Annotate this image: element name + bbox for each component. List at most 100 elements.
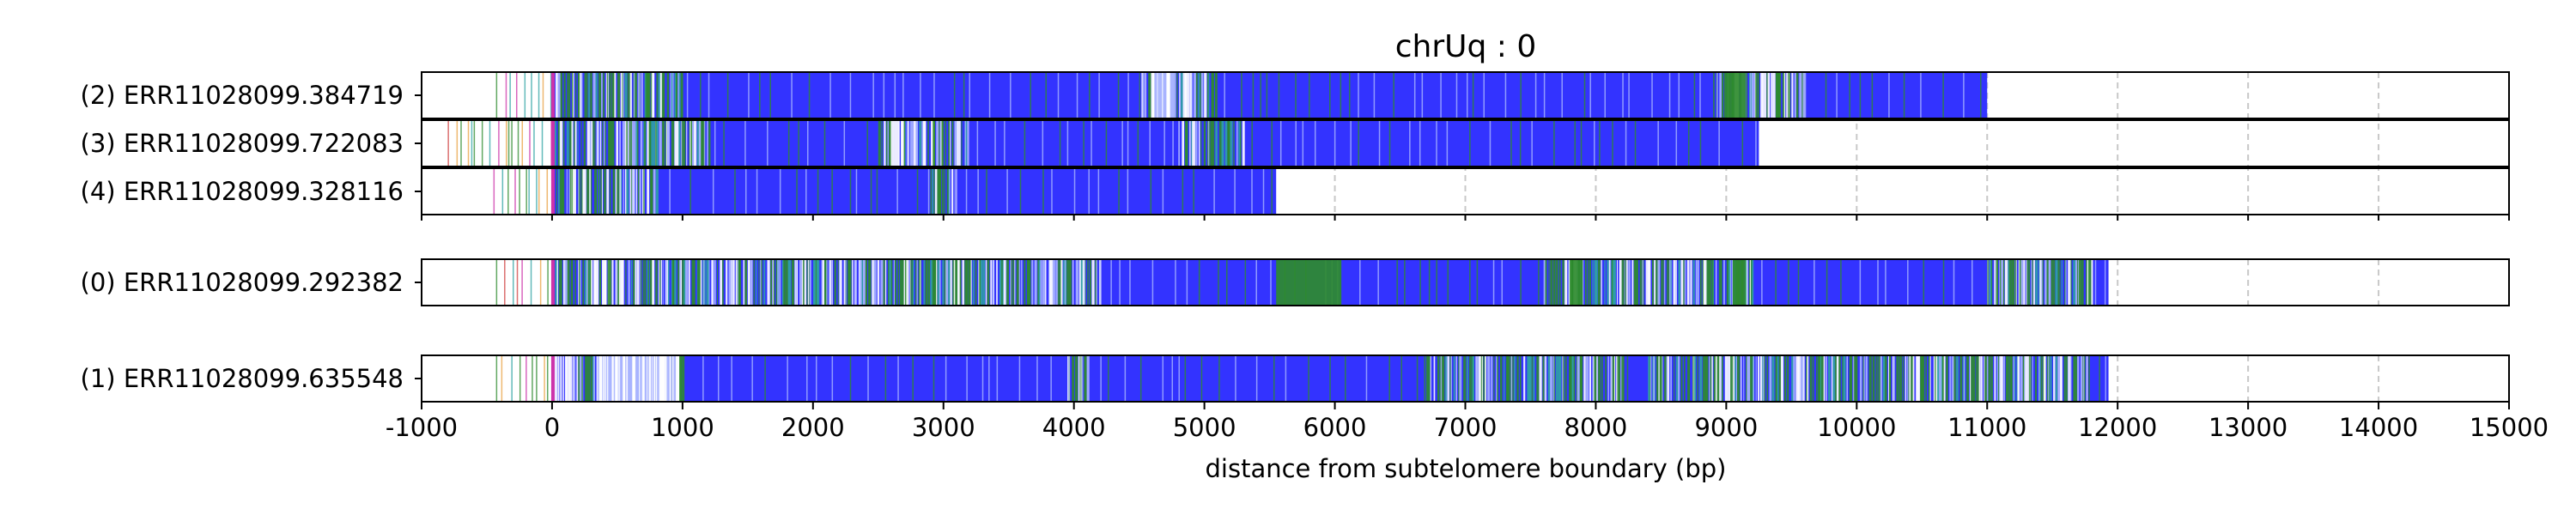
read-mark — [677, 259, 678, 306]
read-mark — [505, 72, 507, 118]
read-label: (0) ERR11028099.292382 — [81, 268, 404, 297]
read-mark — [1796, 355, 1800, 402]
read-mark — [539, 259, 542, 306]
read-mark — [880, 259, 884, 306]
read-mark — [702, 120, 705, 167]
read-mark — [969, 259, 972, 306]
read-mark — [1010, 259, 1012, 306]
read-mark — [1021, 259, 1023, 306]
read-mark — [890, 120, 894, 167]
read-mark — [897, 120, 900, 167]
read-mark — [1628, 72, 1630, 118]
read-mark — [1127, 120, 1129, 167]
read-mark — [1569, 355, 1572, 402]
read-mark — [2091, 259, 2093, 306]
read-mark — [589, 259, 592, 306]
read-mark — [2001, 259, 2004, 306]
read-mark — [645, 72, 647, 118]
read-mark — [1755, 72, 1758, 118]
read-mark — [2042, 259, 2044, 306]
read-mark — [1160, 72, 1163, 118]
read-mark — [1469, 120, 1471, 167]
read-mark — [956, 168, 957, 215]
read-mark — [659, 72, 663, 118]
read-mark — [1127, 168, 1129, 215]
read-mark — [1999, 259, 2002, 306]
read-mark — [899, 259, 902, 306]
read-mark — [1588, 355, 1589, 402]
read-mark — [1145, 72, 1146, 118]
read-track — [495, 259, 2109, 306]
read-mark — [1413, 72, 1416, 118]
read-mark — [1117, 72, 1120, 118]
read-mark — [1028, 259, 1031, 306]
read-mark — [1750, 259, 1753, 306]
read-mark — [669, 355, 671, 402]
read-mark — [1559, 355, 1562, 402]
read-mark — [708, 120, 711, 167]
read-mark — [1018, 355, 1021, 402]
read-mark — [574, 120, 575, 167]
read-mark — [1448, 355, 1449, 402]
read-mark — [1571, 355, 1575, 402]
read-mark — [569, 168, 572, 215]
read-mark — [1573, 355, 1576, 402]
read-mark — [992, 259, 994, 306]
read-mark — [893, 259, 896, 306]
read-mark — [1200, 120, 1202, 167]
read-mark — [1179, 72, 1181, 118]
read-mark — [2039, 259, 2042, 306]
read-mark — [2040, 355, 2043, 402]
read-mark — [2082, 355, 2085, 402]
read-mark — [743, 259, 745, 306]
read-mark — [1564, 259, 1568, 306]
read-mark — [564, 72, 566, 118]
read-mark — [726, 72, 729, 118]
read-mark — [919, 120, 922, 167]
read-mark — [1467, 355, 1469, 402]
read-mark — [1571, 355, 1573, 402]
read-mark — [1216, 120, 1218, 167]
read-mark — [1558, 355, 1561, 402]
read-mark — [568, 120, 573, 167]
read-mark — [787, 259, 792, 306]
read-mark — [1760, 72, 1763, 118]
read-mark — [1181, 72, 1183, 118]
read-mark — [1388, 355, 1390, 402]
read-mark — [959, 259, 962, 306]
read-mark — [1953, 259, 1955, 306]
read-mark — [1828, 355, 1831, 402]
read-mark — [1816, 355, 1818, 402]
read-mark — [772, 259, 775, 306]
read-mark — [1626, 355, 1629, 402]
read-mark — [1329, 355, 1331, 402]
read-mark — [2099, 355, 2100, 402]
read-mark — [753, 259, 755, 306]
read-mark — [2031, 259, 2032, 306]
read-mark — [717, 259, 719, 306]
read-mark — [566, 355, 569, 402]
read-mark — [600, 168, 602, 215]
read-mark — [1896, 355, 1899, 402]
read-mark — [613, 120, 615, 167]
read-mark — [1583, 355, 1586, 402]
read-mark — [1450, 355, 1452, 402]
read-mark — [1991, 259, 1993, 306]
read-mark — [895, 259, 896, 306]
read-mark — [2017, 355, 2020, 402]
read-mark — [617, 72, 621, 118]
read-mark — [609, 72, 611, 118]
read-mark — [908, 259, 910, 306]
read-mark — [651, 168, 653, 215]
read-mark — [652, 355, 655, 402]
read-mark — [1528, 355, 1531, 402]
read-mark — [1162, 168, 1164, 215]
read-mark — [988, 355, 990, 402]
read-mark — [2003, 355, 2006, 402]
read-mark — [473, 120, 476, 167]
read-mark — [963, 72, 965, 118]
read-mark — [648, 120, 651, 167]
read-mark — [1501, 259, 1504, 306]
read-mark — [1783, 72, 1786, 118]
read-mark — [1479, 355, 1482, 402]
